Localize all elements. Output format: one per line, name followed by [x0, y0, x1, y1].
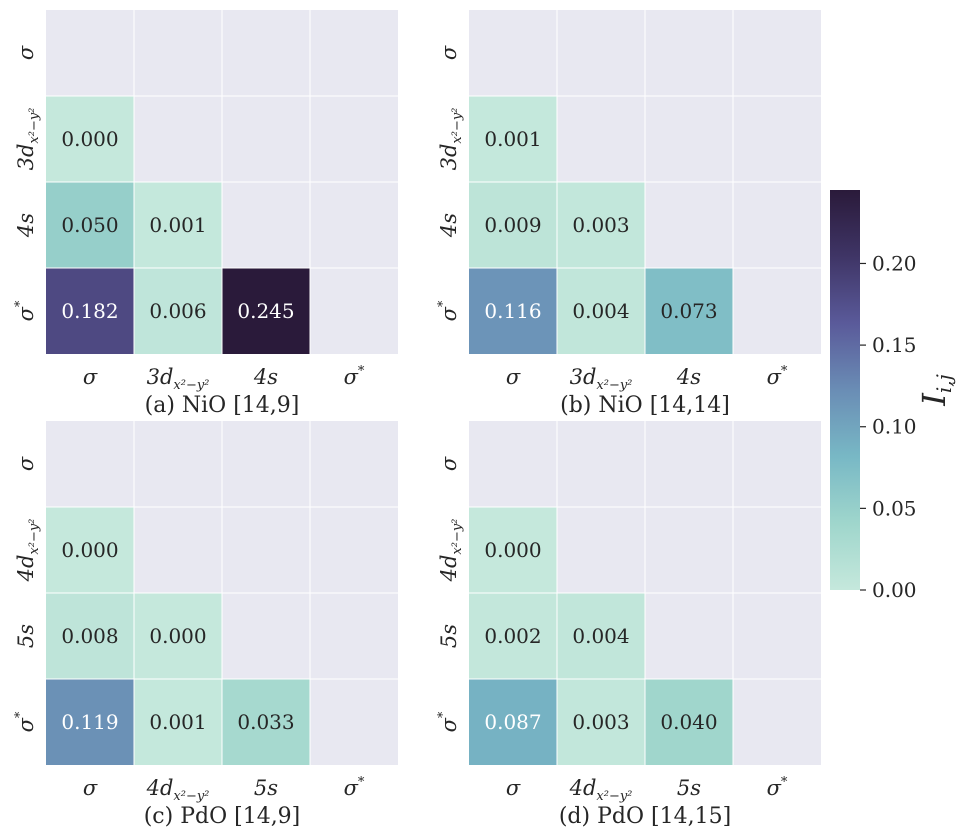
heatmap-cell: [46, 182, 134, 268]
y-tick-label: 4s: [437, 213, 461, 238]
heatmap-panel: 0.000 0.050 0.001 0.182 0.006 0.245 σ 3dx²−y² 4s…: [13, 10, 398, 418]
x-tick-label: σ*: [344, 775, 365, 800]
x-tick-label: σ*: [767, 775, 788, 800]
cell-value-label: 0.002: [484, 624, 541, 648]
x-tick-label: σ: [506, 365, 521, 389]
cell-value-label: 0.182: [61, 299, 118, 323]
colorbar-gradient: [830, 190, 860, 590]
heatmap-cell: [469, 593, 557, 679]
cell-value-label: 0.004: [572, 624, 629, 648]
y-tick-label: 3dx²−y²: [14, 108, 42, 171]
heatmap-cell: [469, 182, 557, 268]
colorbar-label: Ii,j: [915, 374, 956, 407]
cell-value-label: 0.119: [61, 710, 118, 734]
heatmap-cell: [469, 96, 557, 182]
panel-caption: (b) NiO [14,14]: [560, 393, 730, 418]
cell-value-label: 0.087: [484, 710, 541, 734]
heatmap-cell: [557, 593, 645, 679]
y-tick-label: σ*: [436, 711, 461, 732]
x-tick-label: 4dx²−y²: [569, 776, 633, 804]
colorbar: 0.00 0.05 0.10 0.15 0.20 Ii,j: [830, 190, 956, 602]
panel-caption: (a) NiO [14,9]: [145, 393, 300, 418]
y-tick-label: σ: [437, 45, 461, 60]
x-tick-label: 5s: [677, 776, 701, 800]
y-tick-label: 3dx²−y²: [437, 108, 465, 171]
y-tick-label: 5s: [14, 624, 38, 648]
heatmap-panel: 0.000 0.008 0.000 0.119 0.001 0.033 σ 4dx²−y² 5s…: [13, 421, 398, 829]
cell-value-label: 0.040: [660, 710, 717, 734]
colorbar-tick-label: 0.10: [872, 415, 917, 439]
heatmap-cell: [557, 182, 645, 268]
y-tick-label: σ*: [13, 711, 38, 732]
colorbar-tick-label: 0.20: [872, 251, 917, 275]
heatmap-cell: [46, 593, 134, 679]
x-tick-label: 3dx²−y²: [570, 365, 633, 393]
heatmap-cell: [46, 679, 134, 765]
heatmap-cell: [469, 679, 557, 765]
heatmap-cell: [46, 268, 134, 354]
y-tick-label: 4dx²−y²: [437, 519, 465, 583]
cell-value-label: 0.033: [237, 710, 294, 734]
heatmap-cell: [469, 507, 557, 593]
cell-value-label: 0.006: [149, 299, 206, 323]
x-tick-label: σ*: [344, 364, 365, 389]
heatmap-cell: [134, 679, 222, 765]
heatmap-cell: [222, 268, 310, 354]
x-tick-label: 4s: [253, 365, 278, 389]
colorbar-ticks: 0.00 0.05 0.10 0.15 0.20: [860, 251, 917, 602]
cell-value-label: 0.004: [572, 299, 629, 323]
cell-value-label: 0.116: [484, 299, 541, 323]
cell-value-label: 0.073: [660, 299, 717, 323]
panel-caption: (c) PdO [14,9]: [144, 804, 301, 829]
heatmap-panels: 0.000 0.050 0.001 0.182 0.006 0.245 σ 3dx²−y² 4s…: [13, 10, 821, 829]
heatmap-cell: [557, 679, 645, 765]
cell-value-label: 0.001: [149, 213, 206, 237]
panel-caption: (d) PdO [14,15]: [559, 804, 731, 829]
y-tick-label: σ: [14, 45, 38, 60]
y-tick-label: σ: [14, 456, 38, 471]
colorbar-tick-label: 0.00: [872, 578, 917, 602]
y-tick-label: σ*: [13, 300, 38, 321]
x-tick-label: 4dx²−y²: [146, 776, 210, 804]
heatmap-panel: 0.000 0.002 0.004 0.087 0.003 0.040 σ 4dx²−y² 5s…: [436, 421, 821, 829]
heatmap-cell: [645, 268, 733, 354]
heatmap-cell: [469, 268, 557, 354]
heatmap-cell: [222, 679, 310, 765]
x-tick-label: σ: [83, 776, 98, 800]
colorbar-tick-label: 0.15: [872, 333, 917, 357]
x-tick-label: 4s: [676, 365, 701, 389]
x-tick-label: σ: [506, 776, 521, 800]
heatmap-cell: [645, 679, 733, 765]
y-tick-label: σ: [437, 456, 461, 471]
heatmap-cell: [134, 593, 222, 679]
heatmap-cell: [134, 182, 222, 268]
y-tick-label: 4dx²−y²: [14, 519, 42, 583]
heatmap-cell: [46, 507, 134, 593]
cell-value-label: 0.003: [572, 710, 629, 734]
heatmap-cell: [134, 268, 222, 354]
cell-value-label: 0.000: [61, 538, 118, 562]
x-tick-label: 3dx²−y²: [147, 365, 210, 393]
cell-value-label: 0.001: [149, 710, 206, 734]
heatmap-cell: [46, 96, 134, 182]
y-tick-label: 5s: [437, 624, 461, 648]
y-tick-label: 4s: [14, 213, 38, 238]
cell-value-label: 0.000: [149, 624, 206, 648]
heatmap-panel: 0.001 0.009 0.003 0.116 0.004 0.073 σ 3dx²−y² 4s…: [436, 10, 821, 418]
x-tick-label: σ: [83, 365, 98, 389]
cell-value-label: 0.245: [237, 299, 294, 323]
cell-value-label: 0.050: [61, 213, 118, 237]
x-tick-label: 5s: [254, 776, 278, 800]
colorbar-tick-label: 0.05: [872, 496, 917, 520]
x-tick-label: σ*: [767, 364, 788, 389]
cell-value-label: 0.009: [484, 213, 541, 237]
heatmap-cell: [557, 268, 645, 354]
cell-value-label: 0.000: [484, 538, 541, 562]
y-tick-label: σ*: [436, 300, 461, 321]
cell-value-label: 0.000: [61, 127, 118, 151]
cell-value-label: 0.008: [61, 624, 118, 648]
cell-value-label: 0.003: [572, 213, 629, 237]
cell-value-label: 0.001: [484, 127, 541, 151]
